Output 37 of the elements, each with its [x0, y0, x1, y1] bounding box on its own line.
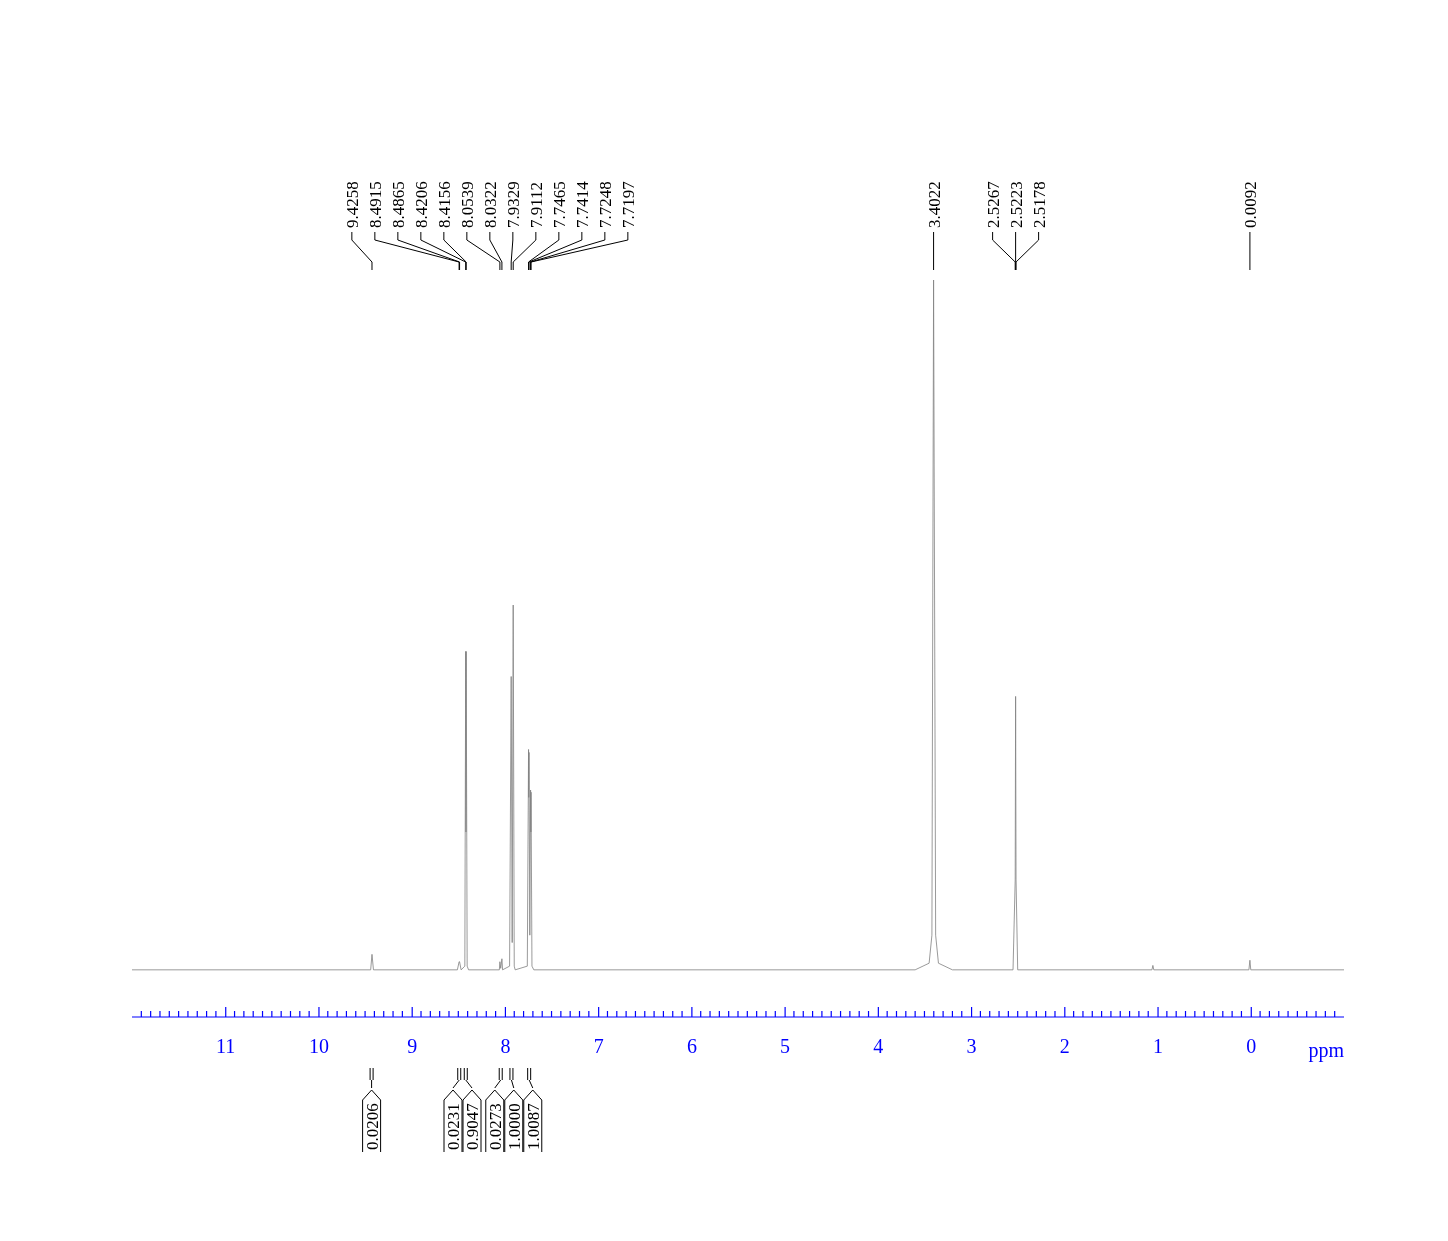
- x-tick-label: 2: [1059, 1035, 1070, 1058]
- x-tick-label: 5: [780, 1035, 791, 1058]
- annotation: 0.0231: [444, 1103, 463, 1150]
- x-tick-label: 6: [686, 1035, 697, 1058]
- annotation: 8.4206: [411, 181, 431, 228]
- x-tick-label: 3: [966, 1035, 977, 1058]
- annotation: 8.4865: [388, 181, 408, 228]
- annotation: 1.0000: [504, 1103, 524, 1150]
- annotation: 2.5267: [983, 180, 1003, 228]
- annotation: 7.7465: [549, 181, 569, 228]
- x-tick-label: 10: [308, 1035, 329, 1058]
- x-tick-label: 8: [500, 1035, 511, 1058]
- annotation: 2.5223: [1006, 181, 1026, 228]
- x-tick-label: 9: [407, 1035, 418, 1058]
- annotation: 7.7197: [618, 180, 638, 228]
- x-tick-label: 1: [1153, 1035, 1164, 1058]
- annotation: 2.5178: [1029, 181, 1049, 228]
- annotation: 3.4022: [924, 181, 944, 228]
- annotation: 7.9112: [526, 181, 546, 228]
- x-tick-label: 11: [216, 1035, 236, 1058]
- annotation: 8.0322: [480, 181, 500, 228]
- annotation: 7.9329: [503, 181, 523, 228]
- x-axis-title: ppm: [1308, 1039, 1345, 1062]
- annotation: 8.4915: [365, 181, 385, 228]
- annotation: 0.0206: [362, 1103, 382, 1150]
- x-tick-label: 0: [1246, 1035, 1257, 1058]
- annotation: 8.4156: [434, 181, 454, 228]
- annotation: 0.9047: [463, 1102, 482, 1150]
- annotation: 8.0539: [457, 181, 477, 228]
- x-tick-label: 4: [873, 1035, 884, 1058]
- x-tick-label: 7: [593, 1035, 604, 1058]
- annotation: 7.7414: [572, 180, 592, 228]
- annotation: 9.4258: [342, 181, 362, 228]
- annotation: 0.0092: [1240, 181, 1260, 228]
- annotation: 1.0087: [523, 1102, 543, 1150]
- annotation: 0.0273: [485, 1103, 505, 1150]
- annotation: 7.7248: [595, 181, 615, 228]
